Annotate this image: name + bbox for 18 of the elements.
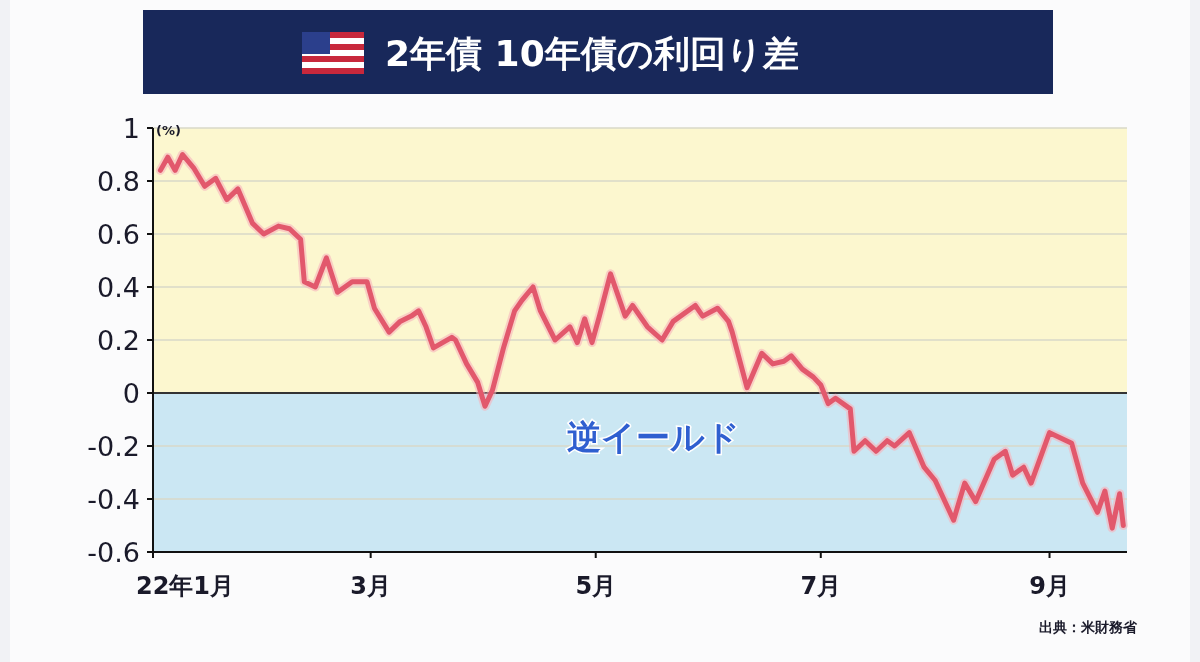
band-label: 逆イールド <box>566 417 740 457</box>
y-tick-label: 0.2 <box>97 325 140 356</box>
x-tick-label: 5月 <box>575 572 617 600</box>
x-tick-label: 22年1月 <box>135 572 235 600</box>
y-axis-title: (%) <box>156 123 181 138</box>
y-tick-label: -0.2 <box>87 431 140 462</box>
y-tick-label: 0.8 <box>97 166 140 197</box>
x-tick-label: 7月 <box>800 572 842 600</box>
y-tick-label: -0.4 <box>87 484 140 515</box>
y-tick-label: 0.4 <box>97 272 140 303</box>
x-tick-label: 3月 <box>350 572 392 600</box>
y-tick-label: 0 <box>122 378 140 409</box>
y-tick-label: 0.6 <box>97 219 140 250</box>
y-tick-label: -0.6 <box>87 537 140 568</box>
x-tick-label: 9月 <box>1029 572 1070 600</box>
chart-title: 2年債 10年債の利回り差 <box>385 33 799 74</box>
y-tick-label: 1 <box>122 113 140 144</box>
source-note: 出典：米財務省 <box>1039 619 1138 635</box>
